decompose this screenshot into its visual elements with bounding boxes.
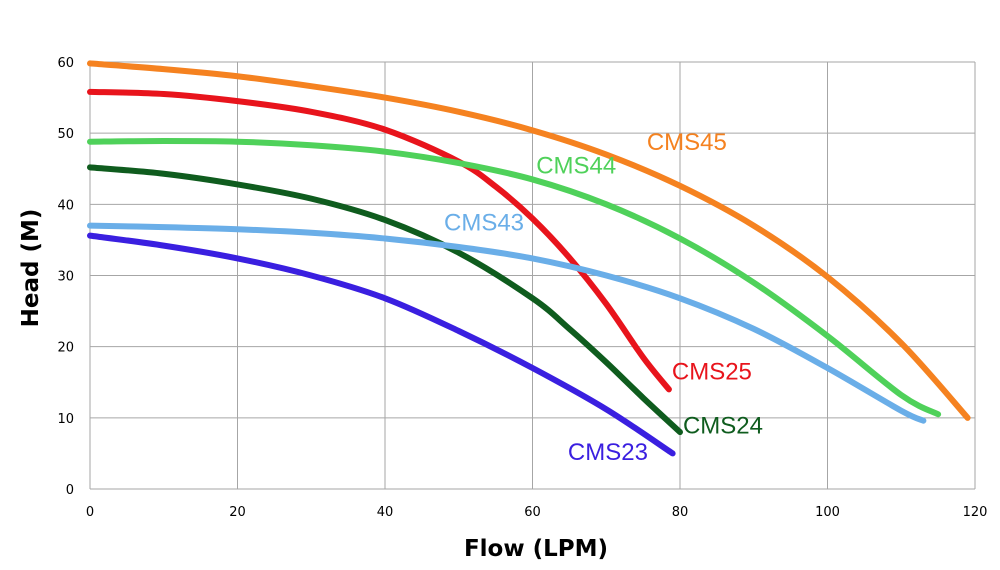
x-tick-label: 60 bbox=[524, 505, 541, 520]
x-tick-label: 0 bbox=[86, 505, 94, 520]
series-line-cms45 bbox=[87, 60, 971, 421]
series-line-cms43 bbox=[87, 222, 927, 424]
y-axis-ticks: 0 10 20 30 40 50 60 bbox=[57, 56, 74, 498]
series-line-cms23 bbox=[87, 232, 676, 457]
x-tick-label: 20 bbox=[229, 505, 246, 520]
series-label-cms45: CMS45 bbox=[647, 129, 727, 156]
y-tick-label: 10 bbox=[57, 412, 74, 427]
y-tick-label: 30 bbox=[57, 270, 74, 285]
y-tick-label: 0 bbox=[66, 483, 74, 498]
series-line-cms44 bbox=[87, 137, 942, 418]
y-axis-title: Head (M) bbox=[18, 209, 44, 328]
x-axis-ticks: 0 20 40 60 80 100 120 bbox=[86, 505, 988, 520]
series-label-cms24: CMS24 bbox=[683, 412, 763, 439]
series-label-cms25: CMS25 bbox=[672, 358, 752, 385]
x-axis-title: Flow (LPM) bbox=[464, 536, 608, 562]
y-tick-label: 40 bbox=[57, 198, 74, 213]
y-tick-label: 60 bbox=[57, 56, 74, 71]
x-tick-label: 120 bbox=[963, 505, 988, 520]
series-label-cms23: CMS23 bbox=[568, 439, 648, 466]
series-lines bbox=[87, 60, 971, 457]
x-tick-label: 40 bbox=[377, 505, 394, 520]
y-tick-label: 20 bbox=[57, 341, 74, 356]
y-tick-label: 50 bbox=[57, 127, 74, 142]
x-tick-label: 80 bbox=[672, 505, 689, 520]
series-label-cms44: CMS44 bbox=[536, 153, 616, 180]
series-line-cms24 bbox=[87, 164, 683, 436]
grid bbox=[89, 61, 976, 490]
x-tick-label: 100 bbox=[815, 505, 840, 520]
series-label-cms43: CMS43 bbox=[444, 210, 524, 237]
series-labels: CMS45 CMS44 CMS43 CMS25 CMS24 CMS23 bbox=[444, 129, 763, 466]
